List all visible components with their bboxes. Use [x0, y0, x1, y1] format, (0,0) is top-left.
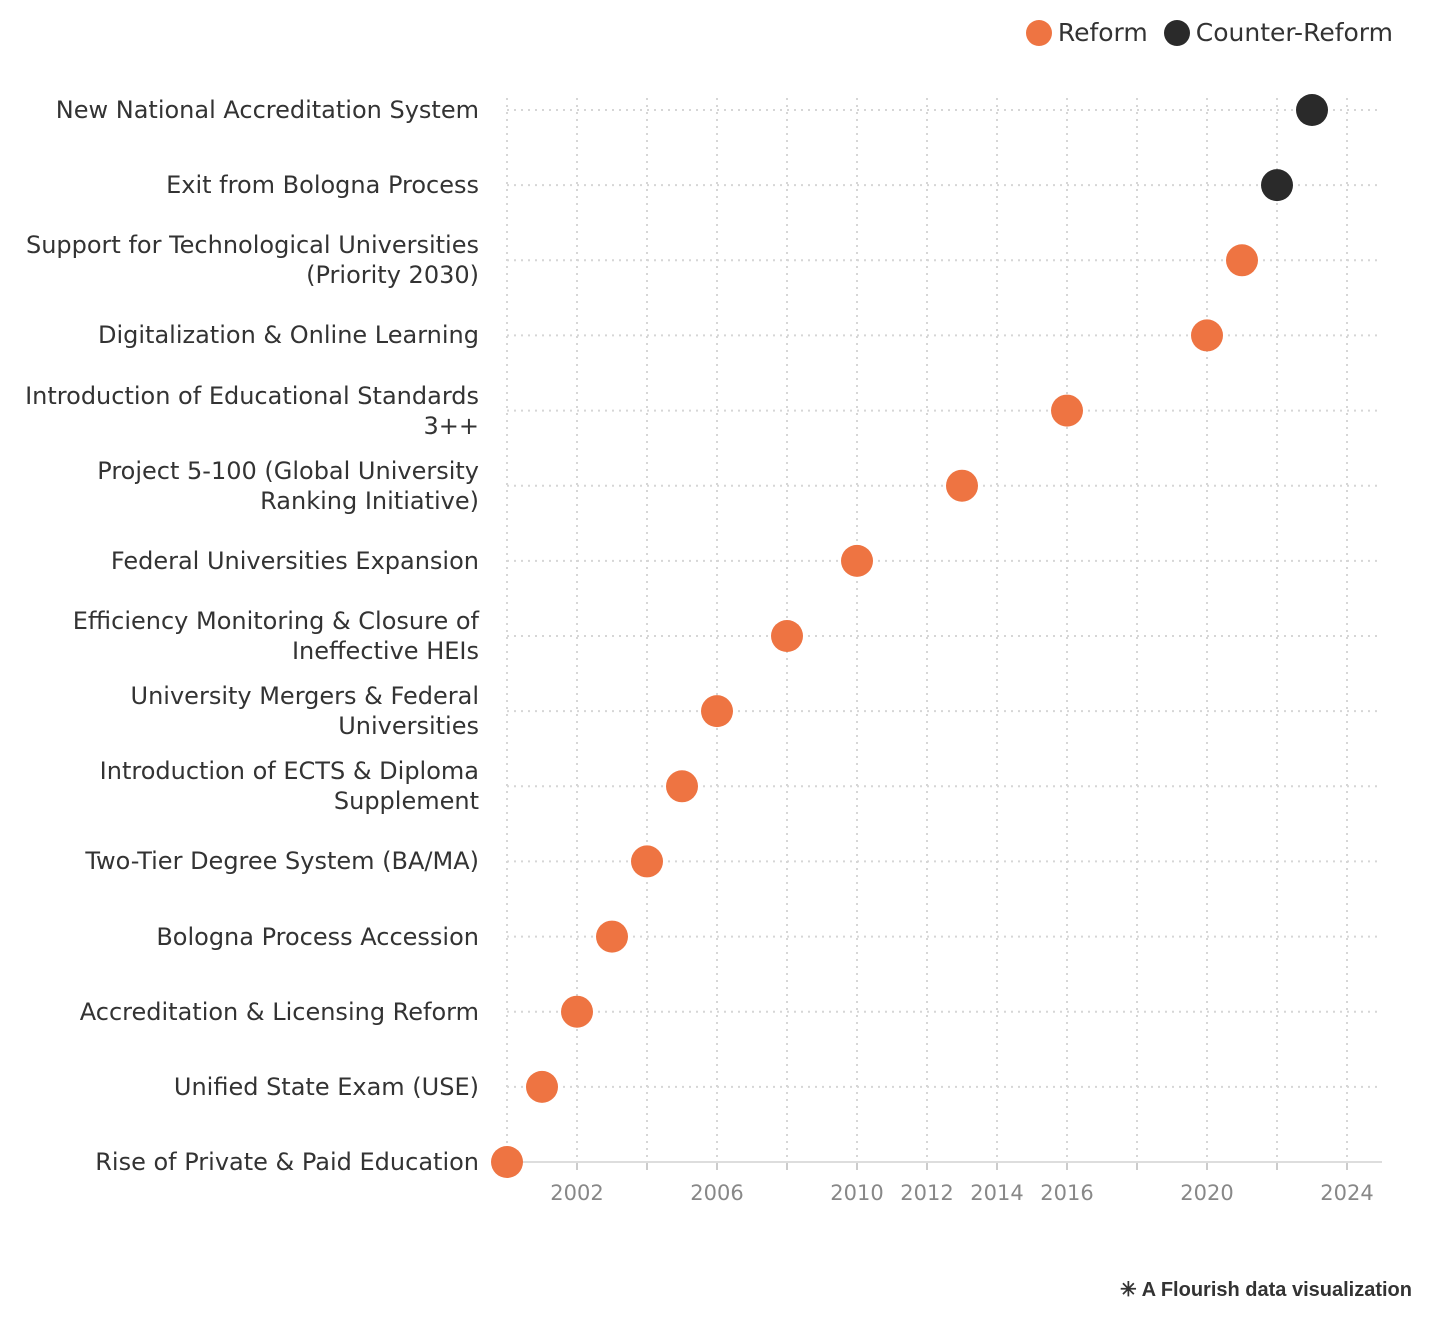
x-tick-label: 2014	[970, 1181, 1023, 1205]
category-label: Bologna Process Accession	[156, 922, 479, 951]
category-label: Unified State Exam (USE)	[173, 1072, 479, 1101]
x-tick-label: 2006	[690, 1181, 743, 1205]
dot	[701, 695, 733, 728]
dot	[1226, 244, 1258, 277]
category-label: New National Accreditation System	[55, 96, 479, 124]
dot	[771, 620, 803, 652]
x-tick-label: 2020	[1180, 1181, 1233, 1205]
category-label: Project 5-100 (Global University Ranking…	[97, 456, 479, 515]
dot	[841, 544, 873, 577]
x-tick-label: 2024	[1320, 1181, 1373, 1205]
dot	[526, 1070, 558, 1103]
category-label: Federal Universities Expansion	[110, 546, 479, 575]
asterisk: ✳	[1119, 1279, 1137, 1301]
category-label: University Mergers & Federal Universitie…	[130, 682, 479, 741]
category-label: Introduction of Educational Standards 3+…	[25, 381, 479, 440]
dot	[491, 1146, 523, 1178]
legend-swatch	[1163, 19, 1190, 46]
footer: ✳ A Flourish data visualization	[1120, 1277, 1412, 1302]
dot	[561, 995, 593, 1028]
footer-text: A Flourish data visualization	[1141, 1279, 1412, 1301]
category-label: Rise of Private & Paid Education	[95, 1148, 479, 1176]
x-tick-label: 2010	[830, 1181, 883, 1205]
category-label: Exit from Bologna Process	[166, 171, 479, 200]
x-tick-label: 2016	[1040, 1181, 1093, 1205]
x-tick-label: 2012	[900, 1181, 953, 1205]
legend-label: Counter-Reform	[1195, 18, 1393, 47]
dot	[596, 920, 628, 953]
legend-label: Reform	[1057, 18, 1148, 47]
legend-item: Reform	[1025, 18, 1148, 47]
category-label: Two-Tier Degree System (BA/MA)	[85, 847, 479, 876]
dot	[631, 845, 663, 878]
dot	[1191, 319, 1223, 352]
category-label: Accreditation & Licensing Reform	[79, 997, 479, 1026]
category-label: Introduction of ECTS & Diploma Supplemen…	[99, 757, 479, 816]
dot	[1261, 169, 1293, 202]
category-label: Efficiency Monitoring & Closure of Ineff…	[72, 607, 479, 665]
dot	[1296, 94, 1328, 126]
dot	[1051, 394, 1083, 427]
category-label: Digitalization & Online Learning	[98, 321, 479, 350]
category-label: Support for Technological Universities (…	[25, 231, 479, 290]
dot	[666, 770, 698, 803]
legend-item: Counter-Reform	[1163, 18, 1393, 47]
legend: Reform Counter-Reform	[1025, 18, 1393, 47]
legend-swatch	[1025, 19, 1052, 46]
x-tick-label: 2002	[550, 1181, 603, 1205]
dot	[946, 469, 978, 502]
